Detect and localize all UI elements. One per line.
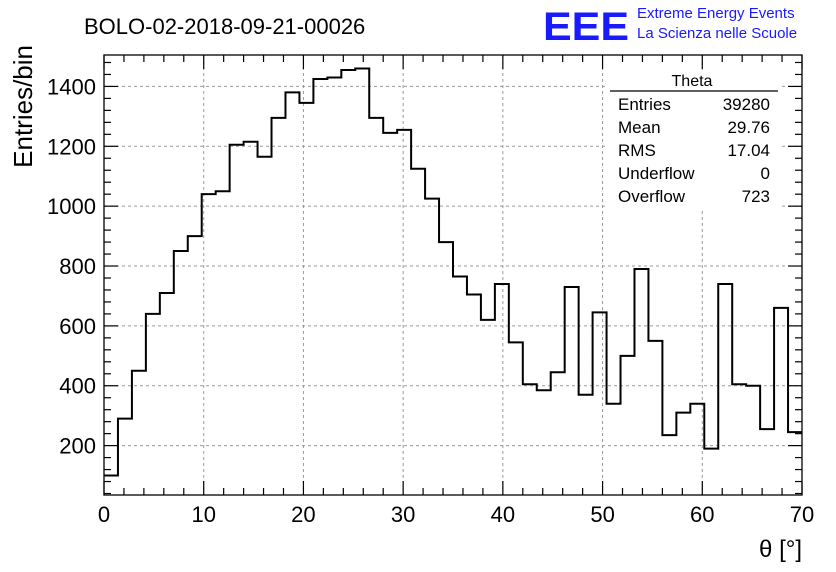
histogram-bin — [676, 413, 690, 495]
brand-line-1: Extreme Energy Events — [637, 5, 795, 22]
stats-value-underflow: 0 — [761, 164, 770, 183]
histogram-series — [104, 67, 802, 495]
stats-value-mean: 29.76 — [727, 118, 770, 137]
histogram-bin — [355, 68, 369, 495]
x-tick-label: 20 — [291, 502, 315, 527]
x-tick-label: 0 — [98, 502, 110, 527]
x-axis-label: θ [°] — [759, 536, 802, 563]
y-tick-label: 800 — [59, 254, 96, 279]
histogram-bin — [146, 314, 160, 495]
y-axis-label: Entries/bin — [8, 45, 38, 168]
histogram-bin — [607, 404, 621, 495]
x-tick-label: 30 — [391, 502, 415, 527]
histogram-bin — [299, 103, 313, 495]
histogram-bin — [439, 242, 453, 495]
stats-label-rms: RMS — [618, 141, 656, 160]
histogram-bin — [718, 284, 732, 495]
histogram-bin — [621, 356, 635, 495]
histogram-bin — [509, 342, 523, 495]
x-tick-label: 40 — [491, 502, 515, 527]
plot-frame — [103, 54, 803, 496]
stats-value-rms: 17.04 — [727, 141, 770, 160]
histogram-bin — [746, 386, 760, 495]
histogram-bin — [662, 435, 676, 495]
y-tick-label: 1400 — [47, 74, 96, 99]
histogram-bin — [383, 133, 397, 495]
histogram-bin — [593, 312, 607, 495]
histogram-bin — [411, 169, 425, 495]
stats-label-mean: Mean — [618, 118, 661, 137]
histogram-bin — [160, 293, 174, 495]
histogram-bin — [230, 145, 244, 495]
stats-box-title: Theta — [672, 73, 713, 90]
histogram-bin — [272, 118, 286, 495]
histogram-bin — [648, 341, 662, 495]
histogram-bin — [244, 142, 258, 495]
histogram-bin — [341, 70, 355, 495]
histogram-bin — [537, 390, 551, 495]
histogram-bin — [523, 384, 537, 495]
histogram-outline — [104, 67, 802, 477]
histogram-bin — [760, 429, 774, 495]
histogram-bin — [774, 308, 788, 495]
y-tick-label: 600 — [59, 314, 96, 339]
x-tick-label: 50 — [590, 502, 614, 527]
histogram-bin — [118, 419, 132, 495]
stats-label-overflow: Overflow — [618, 187, 686, 206]
histogram-bin — [397, 130, 411, 495]
stats-box-background — [608, 70, 780, 210]
histogram-bin — [258, 157, 272, 495]
histogram-bin — [579, 395, 593, 495]
histogram-bin — [788, 432, 802, 495]
histogram-bin — [104, 476, 118, 495]
histogram-bin — [313, 79, 327, 495]
histogram-bin — [704, 449, 718, 495]
histogram-bin — [327, 77, 341, 495]
histogram-bin — [216, 191, 230, 495]
histogram-bin — [425, 199, 439, 495]
histogram-bin — [732, 384, 746, 495]
x-tick-label: 10 — [191, 502, 215, 527]
histogram-bin — [453, 276, 467, 495]
histogram-bin — [565, 287, 579, 495]
histogram-bin — [369, 118, 383, 495]
histogram-bin — [174, 251, 188, 495]
brand-line-2: La Scienza nelle Scuole — [637, 25, 797, 42]
stats-value-entries: 39280 — [723, 95, 770, 114]
x-tick-label: 70 — [790, 502, 814, 527]
histogram-bin — [285, 92, 299, 495]
histogram-bin — [481, 320, 495, 495]
histogram-bin — [467, 294, 481, 495]
histogram-bin — [202, 194, 216, 495]
x-tick-label: 60 — [690, 502, 714, 527]
y-tick-label: 400 — [59, 374, 96, 399]
stats-value-overflow: 723 — [742, 187, 770, 206]
stats-label-underflow: Underflow — [618, 164, 695, 183]
histogram-bin — [132, 371, 146, 495]
grid-lines — [104, 55, 802, 495]
histogram-bin — [634, 269, 648, 495]
histogram-bin — [188, 236, 202, 495]
eee-logo: EEE — [543, 5, 629, 49]
run-title: BOLO-02-2018-09-21-00026 — [84, 14, 365, 39]
stats-box: Theta Entries 39280 Mean 29.76 RMS 17.04… — [608, 70, 780, 210]
y-tick-label: 1000 — [47, 194, 96, 219]
axis-frame: 0 10 20 30 40 50 60 70 200 400 600 800 1000 1200 1400 — [47, 54, 814, 527]
y-tick-label: 200 — [59, 434, 96, 459]
histogram-bin — [495, 284, 509, 495]
histogram-bin — [551, 372, 565, 495]
y-tick-label: 1200 — [47, 134, 96, 159]
stats-label-entries: Entries — [618, 95, 671, 114]
